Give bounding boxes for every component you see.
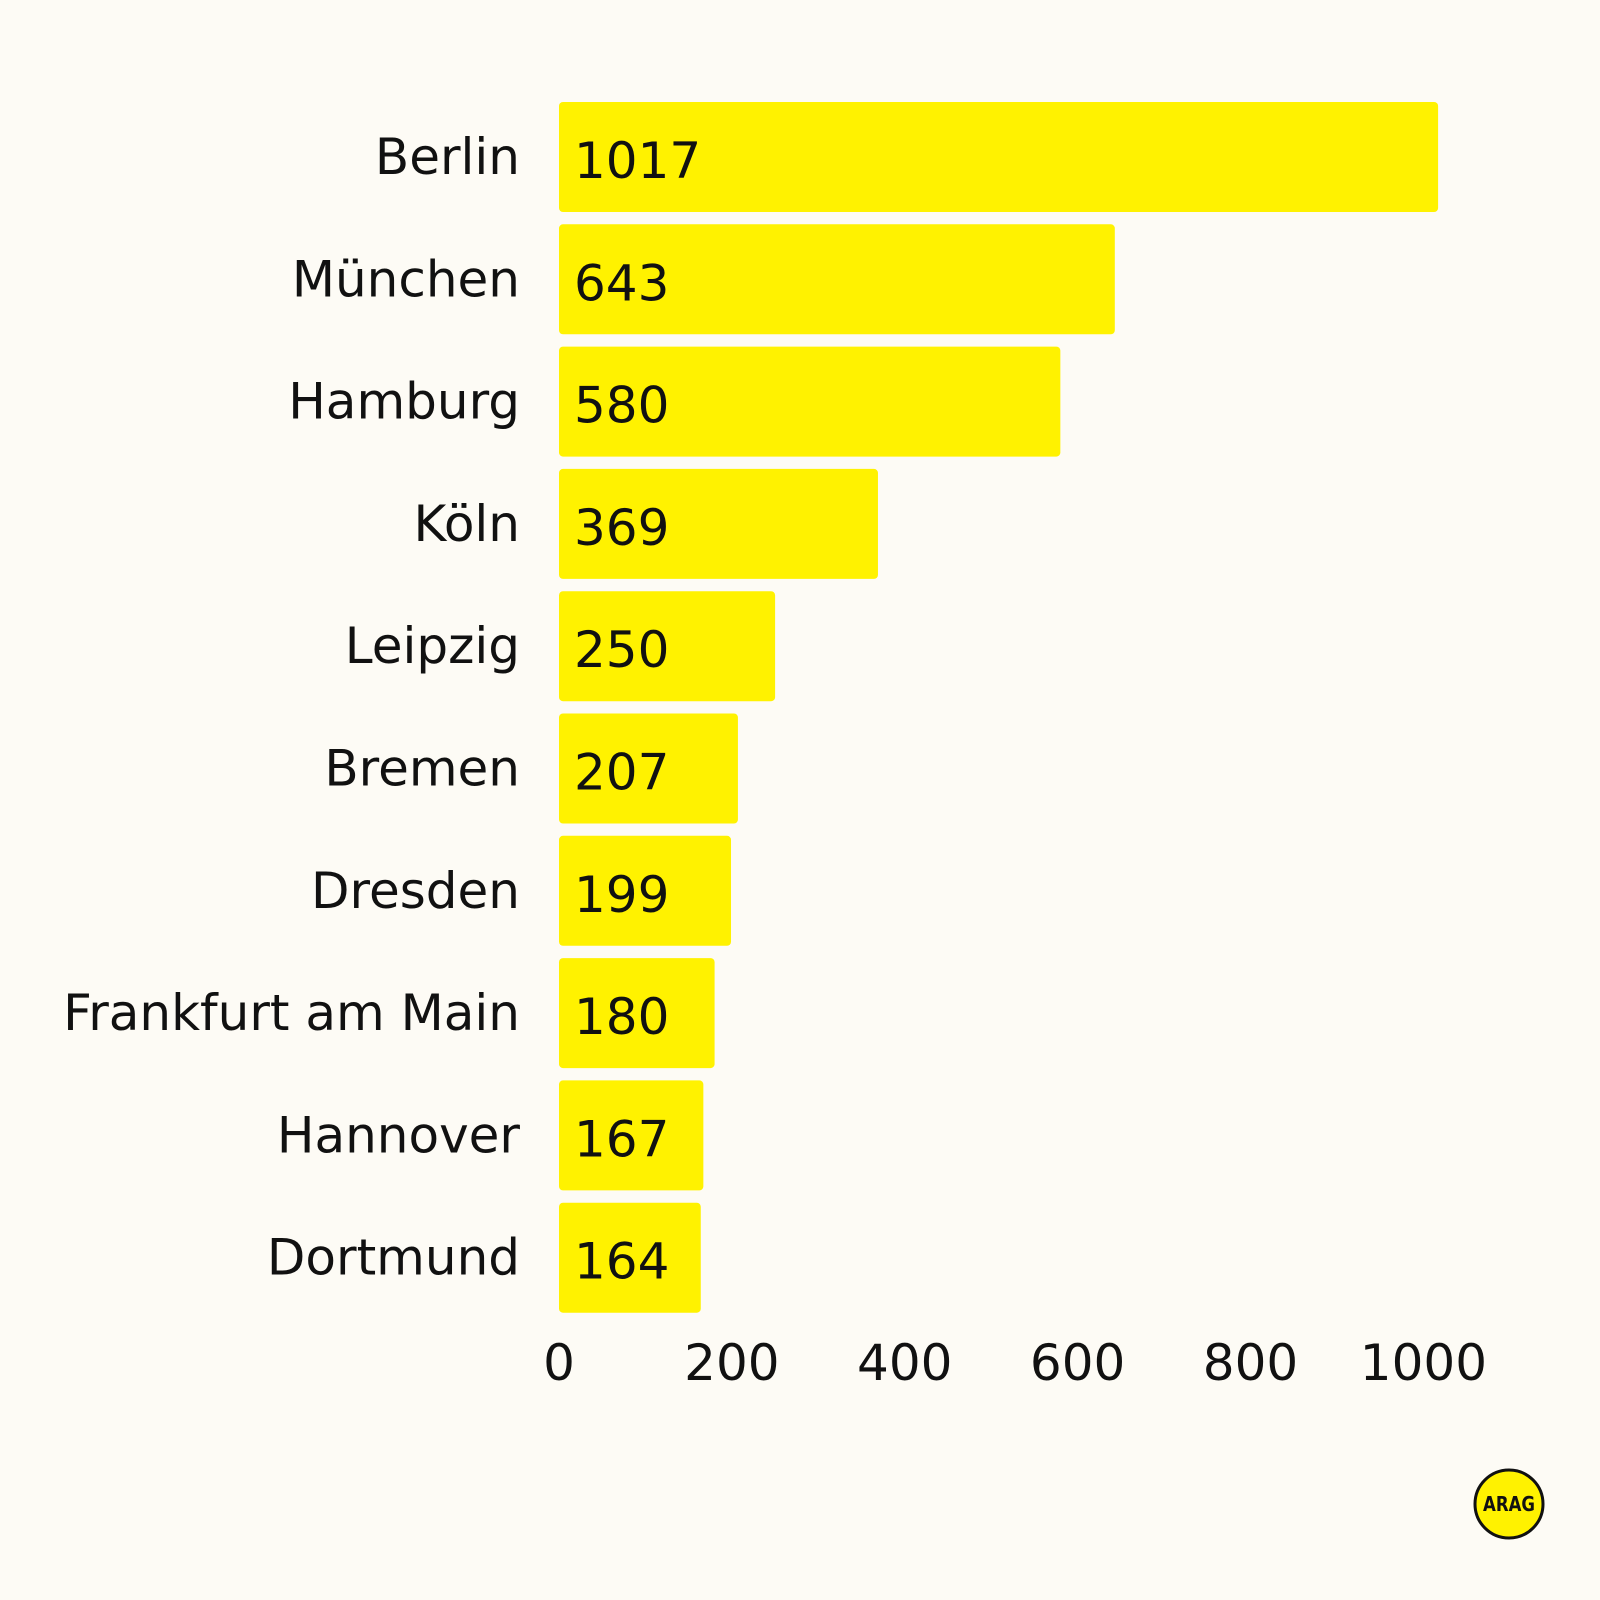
x-axis-ticks: 0 200 400 600 800 1000 [543, 1334, 1487, 1392]
bar [559, 1202, 701, 1313]
logo-circle [1473, 1468, 1545, 1540]
value-label: 643 [574, 254, 669, 312]
logo-text: ARAG [1483, 1492, 1535, 1516]
x-tick-label: 0 [543, 1334, 575, 1392]
category-label: München [292, 250, 520, 308]
value-label: 207 [574, 744, 669, 802]
bar-row: Leipzig 250 [345, 591, 776, 702]
value-label: 369 [574, 499, 669, 557]
x-tick-label: 800 [1203, 1334, 1298, 1392]
bar-row: Hannover 167 [277, 1080, 704, 1191]
value-label: 250 [574, 621, 669, 679]
value-label: 580 [574, 377, 669, 435]
category-label: Hamburg [288, 373, 520, 431]
category-label: Dortmund [267, 1229, 520, 1287]
bar-row: Bremen 207 [324, 713, 738, 824]
category-label: Bremen [324, 740, 520, 798]
bar [559, 468, 878, 579]
value-label: 199 [574, 866, 669, 924]
bar-row: Berlin 1017 [375, 102, 1439, 212]
value-label: 164 [574, 1233, 669, 1291]
bar [559, 835, 732, 946]
arag-logo: ARAG [1473, 1468, 1545, 1540]
bar-row: Dortmund 164 [267, 1202, 701, 1313]
bar-row: Dresden 199 [311, 835, 732, 946]
bar-row: Köln 369 [414, 468, 878, 579]
x-tick-label: 1000 [1360, 1334, 1487, 1392]
bar [559, 591, 776, 702]
category-label: Hannover [277, 1106, 521, 1164]
x-tick-label: 600 [1030, 1334, 1125, 1392]
bar [559, 102, 1439, 212]
value-label: 167 [574, 1110, 669, 1168]
category-label: Dresden [311, 862, 520, 920]
category-label: Frankfurt am Main [63, 984, 520, 1042]
category-label: Köln [414, 495, 520, 553]
bar-row: Frankfurt am Main 180 [63, 958, 715, 1069]
value-label: 180 [574, 988, 669, 1046]
bar [559, 958, 715, 1069]
x-tick-label: 400 [857, 1334, 952, 1392]
category-label: Leipzig [345, 617, 520, 675]
bar [559, 224, 1115, 335]
bars-layer: Berlin 1017 München 643 Hamburg 580 Köln 369 Lei… [63, 102, 1439, 1313]
x-tick-label: 200 [684, 1334, 779, 1392]
bar [559, 713, 738, 824]
bar [559, 1080, 704, 1191]
bar-row: Hamburg 580 [288, 346, 1061, 457]
bar [559, 346, 1061, 457]
value-label: 1017 [574, 132, 701, 190]
bar-row: München 643 [292, 224, 1115, 335]
category-label: Berlin [375, 128, 520, 186]
